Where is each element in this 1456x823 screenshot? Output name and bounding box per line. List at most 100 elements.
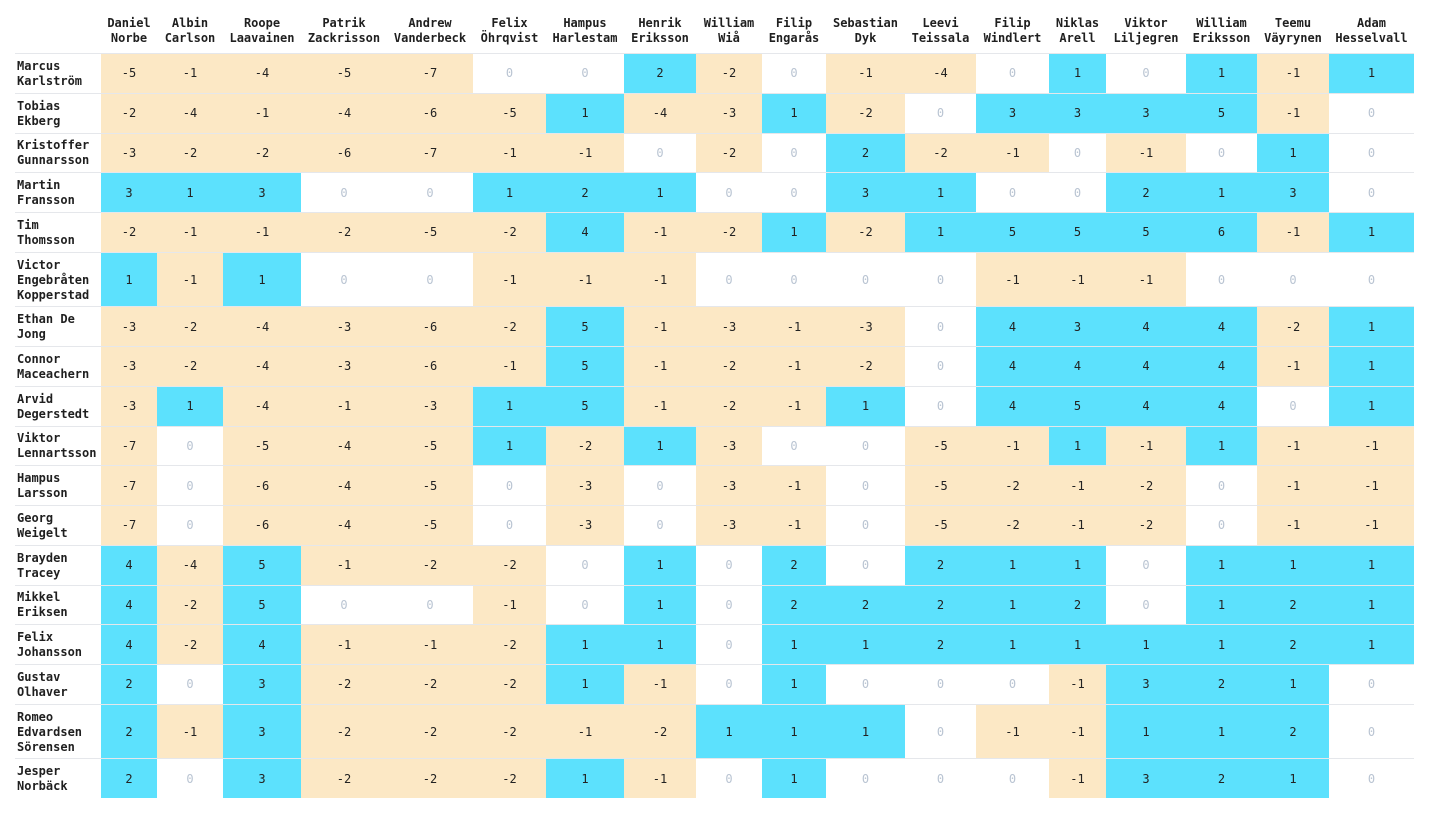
heatmap-cell: 0: [1329, 759, 1414, 798]
heatmap-cell: -4: [223, 347, 301, 386]
heatmap-cell: 0: [387, 585, 473, 625]
heatmap-cell: 0: [1186, 133, 1257, 173]
heatmap-cell: -1: [1329, 426, 1414, 466]
heatmap-cell: -5: [387, 426, 473, 466]
heatmap-cell: 5: [223, 585, 301, 625]
row-header: Hampus Larsson: [17, 471, 68, 501]
heatmap-cell: -2: [223, 133, 301, 173]
heatmap-cell: -3: [826, 307, 905, 346]
heatmap-cell: 0: [826, 759, 905, 798]
heatmap-cell: 1: [826, 386, 905, 426]
heatmap-cell: 3: [223, 665, 301, 704]
heatmap-cell: 1: [1329, 54, 1414, 93]
heatmap-cell: 3: [826, 173, 905, 212]
column-header: Hampus Harlestam: [552, 16, 618, 45]
heatmap-cell: -4: [223, 54, 301, 93]
heatmap-cell: 1: [624, 585, 696, 625]
heatmap-cell: -2: [301, 704, 387, 759]
row-divider: [15, 172, 1414, 174]
heatmap-cell: 0: [387, 173, 473, 212]
heatmap-cell: 4: [1106, 347, 1186, 386]
heatmap-cell: 1: [762, 665, 826, 704]
heatmap-cell: -1: [1106, 426, 1186, 466]
heatmap-cell: 2: [1106, 173, 1186, 212]
column-header: Adam Hesselvall: [1335, 16, 1408, 45]
heatmap-cell: 0: [696, 665, 762, 704]
heatmap-cell: 0: [301, 252, 387, 307]
heatmap-cell: 0: [976, 173, 1049, 212]
row-divider: [15, 53, 1414, 54]
heatmap-cell: 1: [1049, 54, 1106, 93]
heatmap-cell: 1: [473, 173, 546, 212]
column-header: Viktor Liljegren: [1113, 16, 1179, 45]
row-divider: [15, 544, 1414, 546]
heatmap-cell: 0: [905, 252, 976, 307]
heatmap-cell: 3: [1257, 173, 1329, 212]
heatmap-cell: -1: [1257, 54, 1329, 93]
heatmap-cell: -1: [624, 386, 696, 426]
heatmap-cell: 0: [762, 54, 826, 93]
heatmap-cell: -5: [101, 54, 157, 93]
heatmap-cell: -5: [301, 54, 387, 93]
heatmap-cell: -6: [387, 347, 473, 386]
heatmap-cell: 2: [905, 585, 976, 625]
heatmap-cell: 0: [696, 252, 762, 307]
heatmap-cell: 1: [762, 625, 826, 664]
heatmap-cell: 2: [1257, 625, 1329, 664]
row-header: Victor Engebråten Kopperstad: [17, 257, 90, 302]
heatmap-cell: -1: [301, 386, 387, 426]
heatmap-cell: -5: [905, 426, 976, 466]
heatmap-cell: 1: [1186, 54, 1257, 93]
heatmap-cell: 4: [546, 213, 624, 252]
column-header: Filip Windlert: [983, 16, 1042, 45]
row-divider: [15, 584, 1414, 586]
row-header: Felix Johansson: [17, 630, 83, 660]
heatmap-cell: -2: [387, 759, 473, 798]
heatmap-cell: 5: [546, 386, 624, 426]
heatmap-cell: -5: [387, 213, 473, 252]
row-divider: [15, 624, 1414, 626]
heatmap-cell: 2: [1186, 665, 1257, 704]
heatmap-cell: 0: [301, 585, 387, 625]
heatmap-cell: 0: [1106, 545, 1186, 585]
heatmap-cell: 4: [101, 585, 157, 625]
heatmap-cell: 0: [762, 173, 826, 212]
heatmap-cell: -2: [387, 704, 473, 759]
heatmap-cell: -2: [473, 545, 546, 585]
heatmap-cell: 4: [976, 386, 1049, 426]
heatmap-cell: -7: [387, 133, 473, 173]
heatmap-cell: -3: [301, 307, 387, 346]
heatmap-cell: 4: [976, 347, 1049, 386]
heatmap-cell: -2: [387, 545, 473, 585]
heatmap-cell: 4: [1186, 386, 1257, 426]
heatmap-cell: -2: [101, 213, 157, 252]
heatmap-cell: -1: [1257, 426, 1329, 466]
heatmap-cell: -1: [976, 704, 1049, 759]
heatmap-cell: -2: [546, 426, 624, 466]
heatmap-cell: 0: [157, 759, 223, 798]
heatmap-cell: -2: [1106, 506, 1186, 545]
row-header: Tim Thomsson: [17, 217, 75, 247]
heatmap-cell: 1: [546, 625, 624, 664]
heatmap-cell: -2: [696, 213, 762, 252]
heatmap-cell: -1: [546, 704, 624, 759]
heatmap-cell: -1: [976, 133, 1049, 173]
heatmap-cell: 1: [624, 426, 696, 466]
heatmap-cell: -1: [473, 252, 546, 307]
heatmap-cell: 1: [546, 93, 624, 133]
heatmap-cell: 0: [1257, 386, 1329, 426]
row-header: Marcus Karlström: [17, 58, 83, 88]
heatmap-cell: -1: [826, 54, 905, 93]
heatmap-cell: -3: [101, 386, 157, 426]
heatmap-cell: 2: [1186, 759, 1257, 798]
heatmap-cell: 5: [546, 307, 624, 346]
heatmap-cell: 0: [905, 307, 976, 346]
heatmap-cell: 1: [473, 426, 546, 466]
heatmap-cell: -3: [101, 347, 157, 386]
heatmap-cell: 2: [101, 704, 157, 759]
heatmap-cell: 1: [223, 252, 301, 307]
heatmap-cell: -2: [826, 347, 905, 386]
row-divider: [15, 212, 1414, 213]
heatmap-cell: 0: [905, 347, 976, 386]
heatmap-cell: 0: [157, 466, 223, 505]
